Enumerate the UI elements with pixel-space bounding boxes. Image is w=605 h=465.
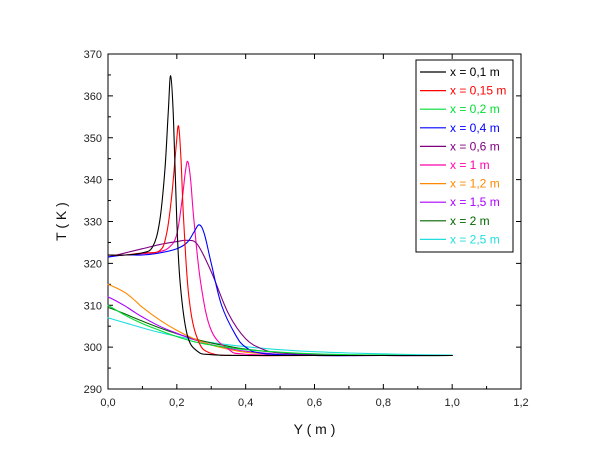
y-tick-label: 290 xyxy=(84,384,102,396)
legend-label: x = 2,5 m xyxy=(450,232,500,246)
x-tick-label: 0,6 xyxy=(307,397,322,409)
x-tick-label: 0,2 xyxy=(169,397,184,409)
x-tick-label: 1,2 xyxy=(513,397,528,409)
y-tick-label: 310 xyxy=(84,300,102,312)
series-line-x-0-6-m xyxy=(107,239,453,357)
series-lines xyxy=(107,75,453,357)
x-tick-label: 0,0 xyxy=(100,397,115,409)
series-line-x-1-5-m xyxy=(107,296,453,357)
x-tick-label: 0,4 xyxy=(238,397,253,409)
legend-label: x = 0,1 m xyxy=(450,65,500,79)
axes: 0,0 0,2 0,4 0,6 0,8 1,0 1,2 290 300 310 320 330 340 3… xyxy=(53,49,529,437)
series-line-x-2-m xyxy=(107,306,453,357)
y-tick-label: 370 xyxy=(84,49,102,61)
legend-box xyxy=(415,59,514,253)
y-tick-label: 360 xyxy=(84,91,102,103)
series-line-x-1-2-m xyxy=(107,283,453,357)
x-tick-label: 1,0 xyxy=(445,397,460,409)
series-line-x-2-5-m xyxy=(107,317,453,356)
y-tick-label: 350 xyxy=(84,133,102,145)
series-line-x-0-1-m xyxy=(107,75,453,357)
y-tick-label: 320 xyxy=(84,258,102,270)
y-axis-label: T ( K ) xyxy=(53,202,69,241)
y-tick-label: 330 xyxy=(84,217,102,229)
y-tick-label: 340 xyxy=(84,175,102,187)
legend-label: x = 1,2 m xyxy=(450,177,500,191)
legend-label: x = 0,6 m xyxy=(450,139,500,153)
legend-label: x = 0,15 m xyxy=(450,84,506,98)
legend-label: x = 0,4 m xyxy=(450,121,500,135)
legend-label: x = 1 m xyxy=(450,158,490,172)
series-line-x-0-15-m xyxy=(107,125,453,357)
legend: x = 0,1 m x = 0,15 m x = 0,2 m x = 0,4 m x =… xyxy=(415,59,514,253)
y-tick-label: 300 xyxy=(84,342,102,354)
legend-label: x = 1,5 m xyxy=(450,195,500,209)
legend-label: x = 2 m xyxy=(450,214,490,228)
legend-label: x = 0,2 m xyxy=(450,102,500,116)
series-line-x-0-2-m xyxy=(107,304,453,357)
series-line-x-0-4-m xyxy=(107,224,453,357)
x-tick-label: 0,8 xyxy=(376,397,391,409)
x-axis-label: Y ( m ) xyxy=(294,421,336,437)
